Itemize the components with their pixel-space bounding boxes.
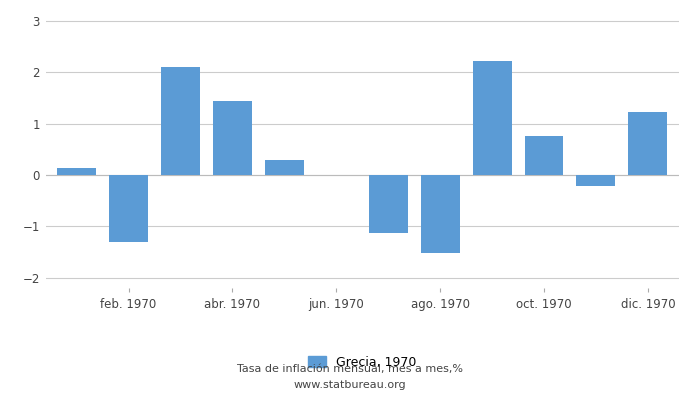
Bar <box>213 101 252 175</box>
Bar <box>265 160 304 175</box>
Bar <box>109 175 148 242</box>
Bar <box>576 175 615 186</box>
Text: Tasa de inflación mensual, mes a mes,%: Tasa de inflación mensual, mes a mes,% <box>237 364 463 374</box>
Legend: Grecia, 1970: Grecia, 1970 <box>308 356 416 369</box>
Bar <box>421 175 460 253</box>
Bar <box>369 175 407 233</box>
Bar <box>161 67 200 175</box>
Text: www.statbureau.org: www.statbureau.org <box>294 380 406 390</box>
Bar <box>524 136 564 175</box>
Bar <box>629 112 667 175</box>
Bar <box>57 168 96 175</box>
Bar <box>473 61 512 175</box>
